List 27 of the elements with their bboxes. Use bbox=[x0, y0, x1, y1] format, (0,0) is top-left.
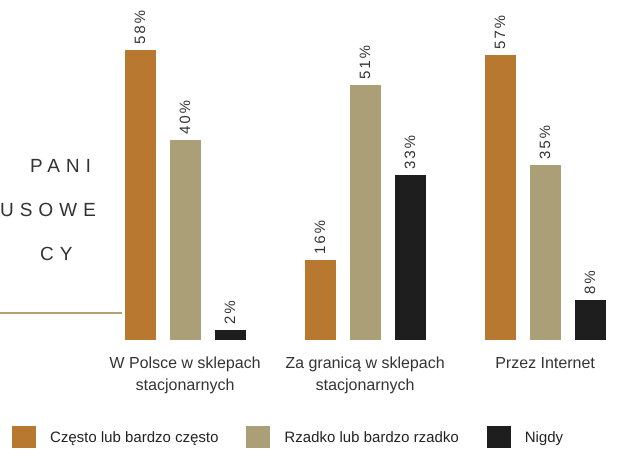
text: CY bbox=[39, 243, 80, 267]
annotation: PANI bbox=[29, 155, 98, 179]
data-label: 2% bbox=[222, 298, 239, 324]
data-label: 40% bbox=[177, 98, 194, 134]
data-label: 58% bbox=[132, 8, 149, 44]
bar bbox=[305, 260, 336, 340]
data-label: 33% bbox=[402, 132, 419, 169]
bar bbox=[530, 165, 561, 340]
annotation: USOWE bbox=[0, 199, 102, 223]
data-label: 35% bbox=[537, 122, 554, 159]
bar bbox=[395, 175, 426, 340]
x-tick-label: Za granicą w sklepach stacjonarnych bbox=[285, 355, 445, 394]
bar bbox=[575, 300, 606, 340]
bar bbox=[125, 50, 156, 340]
data-label: 8% bbox=[582, 268, 599, 294]
legend-label: Rzadko lub bardzo rzadko bbox=[284, 428, 459, 446]
data-label: 16% bbox=[312, 218, 329, 254]
bar bbox=[170, 140, 201, 340]
x-tick-label: W Polsce w sklepach stacjonarnych bbox=[109, 355, 261, 394]
bar bbox=[215, 330, 246, 340]
bar bbox=[485, 55, 516, 340]
legend-label: Często lub bardzo często bbox=[50, 428, 218, 446]
legend-label: Nigdy bbox=[524, 428, 564, 446]
x-tick-label: Przez Internet bbox=[495, 355, 596, 372]
bar bbox=[350, 85, 381, 340]
data-label: 57% bbox=[492, 12, 509, 49]
data-label: 51% bbox=[357, 42, 374, 79]
